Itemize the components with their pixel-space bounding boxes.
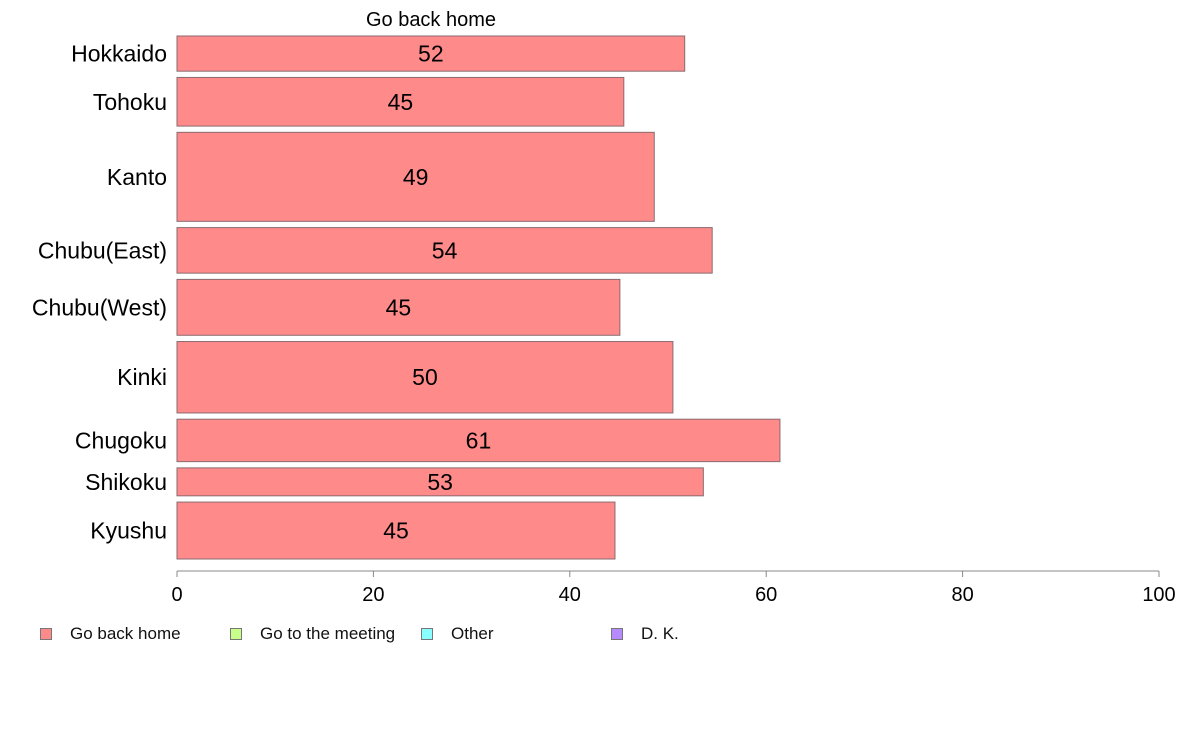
category-label: Chubu(West) [32,294,167,320]
legend-swatch [230,628,242,640]
x-tick-label: 100 [1142,584,1175,606]
bar-kanto [176,131,655,222]
bar-chubu-east [176,227,713,274]
x-tick-label: 80 [951,584,973,606]
bar-value-label: 49 [403,164,429,190]
bar-value-label: 61 [466,427,492,453]
legend-swatch [611,628,623,640]
legend-item-dk: D. K. [611,624,679,644]
bar-chugoku [176,418,781,463]
category-label: Shikoku [85,469,167,495]
legend-label: Go back home [70,624,181,643]
legend-item-other: Other [421,624,494,644]
legend-label: D. K. [641,624,679,643]
category-label: Hokkaido [71,41,167,67]
legend-swatch [40,628,52,640]
bar-value-label: 45 [386,294,412,320]
x-axis: 0 20 40 60 80 100 [171,570,1176,606]
x-tick-label: 40 [559,584,581,606]
x-tick-label: 20 [362,584,384,606]
x-tick-label: 0 [171,584,182,606]
legend-label: Go to the meeting [260,624,396,643]
category-label: Kanto [107,164,167,190]
bar-hokkaido [176,35,686,72]
legend-label: Other [451,624,494,643]
category-label: Kinki [117,364,167,390]
bar-kyushu [176,501,616,560]
bar-chubu-west [176,278,621,336]
category-label: Chubu(East) [38,237,167,263]
legend-item-go-to-the-meeting: Go to the meeting [230,624,395,644]
chart-title: Go back home [366,9,496,31]
bar-value-label: 45 [383,518,409,544]
bar-tohoku [176,76,625,127]
category-label: Kyushu [90,518,167,544]
legend-item-go-back-home: Go back home [40,624,181,644]
legend: Go back home Go to the meeting Other D. … [0,624,1188,648]
legend-swatch [421,628,433,640]
bar-value-label: 45 [388,89,414,115]
category-label: Chugoku [75,427,167,453]
bar-value-label: 53 [427,469,453,495]
category-label: Tohoku [93,89,167,115]
bar-value-label: 50 [412,364,438,390]
bar-value-label: 52 [418,41,444,67]
bar-value-label: 54 [432,237,458,263]
bar-kinki [176,341,674,414]
y-axis-labels: Hokkaido Tohoku Kanto Chubu(East) Chubu(West… [32,41,167,544]
bar-shikoku [176,467,704,497]
x-tick-label: 60 [755,584,777,606]
